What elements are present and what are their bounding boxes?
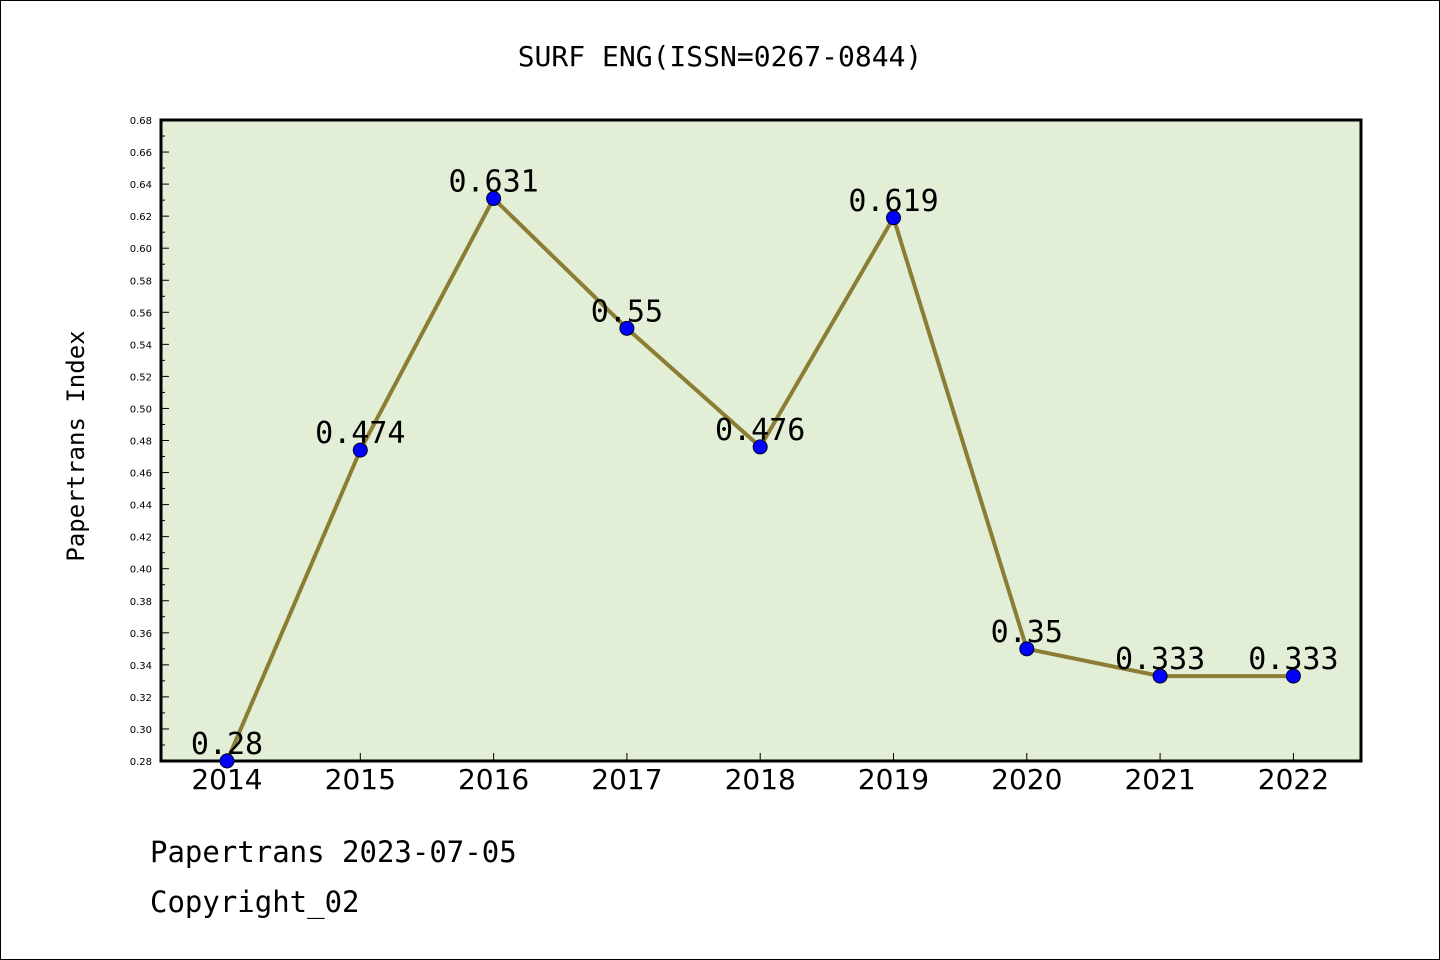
- y-tick-label: 0.30: [130, 725, 152, 736]
- data-value-label: 0.474: [315, 416, 405, 451]
- footer-date-text: Papertrans 2023-07-05: [150, 835, 517, 869]
- data-value-label: 0.28: [191, 727, 263, 762]
- footer-copyright-text: Copyright_02: [150, 885, 360, 919]
- y-tick-label: 0.48: [130, 437, 152, 448]
- x-tick-label: 2022: [1258, 763, 1329, 796]
- data-point-marker: [1152, 668, 1168, 684]
- x-tick-label: 2020: [991, 763, 1062, 796]
- y-axis: 0.28 0.30 0.32 0.34 0.36 0.38 0.40 0.42 0.44 0.46…: [130, 116, 169, 768]
- data-value-label: 0.333: [1115, 642, 1205, 677]
- data-value-label: 0.55: [591, 294, 663, 329]
- y-axis-label: Papertrans Index: [62, 330, 90, 561]
- data-point-marker: [752, 439, 768, 455]
- data-point-marker: [619, 320, 635, 336]
- data-value-label: 0.631: [448, 165, 538, 200]
- y-tick-label: 0.62: [130, 212, 152, 223]
- y-tick-label: 0.34: [130, 661, 152, 672]
- data-labels: 0.28 0.474 0.631 0.55 0.476 0.619 0.35 0.333 0.3…: [191, 165, 1339, 762]
- y-tick-label: 0.60: [130, 244, 152, 255]
- y-tick-label: 0.52: [130, 372, 152, 383]
- y-tick-label: 0.44: [130, 501, 152, 512]
- data-point-marker: [219, 753, 235, 769]
- x-tick-label: 2021: [1124, 763, 1195, 796]
- y-tick-label: 0.46: [130, 469, 152, 480]
- data-series: [219, 191, 1301, 769]
- y-tick-label: 0.64: [130, 180, 152, 191]
- x-tick-label: 2016: [458, 763, 529, 796]
- data-point-marker: [1019, 641, 1035, 657]
- data-value-label: 0.333: [1248, 642, 1338, 677]
- data-point-marker: [352, 442, 368, 458]
- data-value-label: 0.35: [991, 615, 1063, 650]
- y-tick-label: 0.40: [130, 565, 152, 576]
- x-tick-label: 2015: [325, 763, 396, 796]
- y-tick-label: 0.50: [130, 404, 152, 415]
- data-value-label: 0.476: [715, 413, 805, 448]
- y-tick-label: 0.66: [130, 148, 152, 159]
- y-tick-label: 0.42: [130, 533, 152, 544]
- chart-title: SURF ENG(ISSN=0267-0844): [518, 40, 923, 73]
- y-tick-label: 0.58: [130, 276, 152, 287]
- data-point-marker: [886, 210, 901, 226]
- y-tick-label: 0.32: [130, 693, 152, 704]
- data-value-label: 0.619: [848, 184, 938, 219]
- x-tick-label: 2017: [591, 763, 662, 796]
- x-tick-label: 2018: [725, 763, 796, 796]
- y-tick-label: 0.28: [130, 757, 152, 768]
- y-tick-label: 0.68: [130, 116, 152, 127]
- y-tick-label: 0.38: [130, 597, 152, 608]
- y-tick-label: 0.54: [130, 340, 152, 351]
- data-point-marker: [486, 191, 502, 207]
- y-tick-label: 0.56: [130, 308, 152, 319]
- data-point-marker: [1285, 668, 1301, 684]
- x-axis: 2014 2015 2016 2017 2018 2019 2020 2021 2022: [191, 753, 1329, 796]
- y-tick-label: 0.36: [130, 629, 152, 640]
- x-tick-label: 2019: [858, 763, 929, 796]
